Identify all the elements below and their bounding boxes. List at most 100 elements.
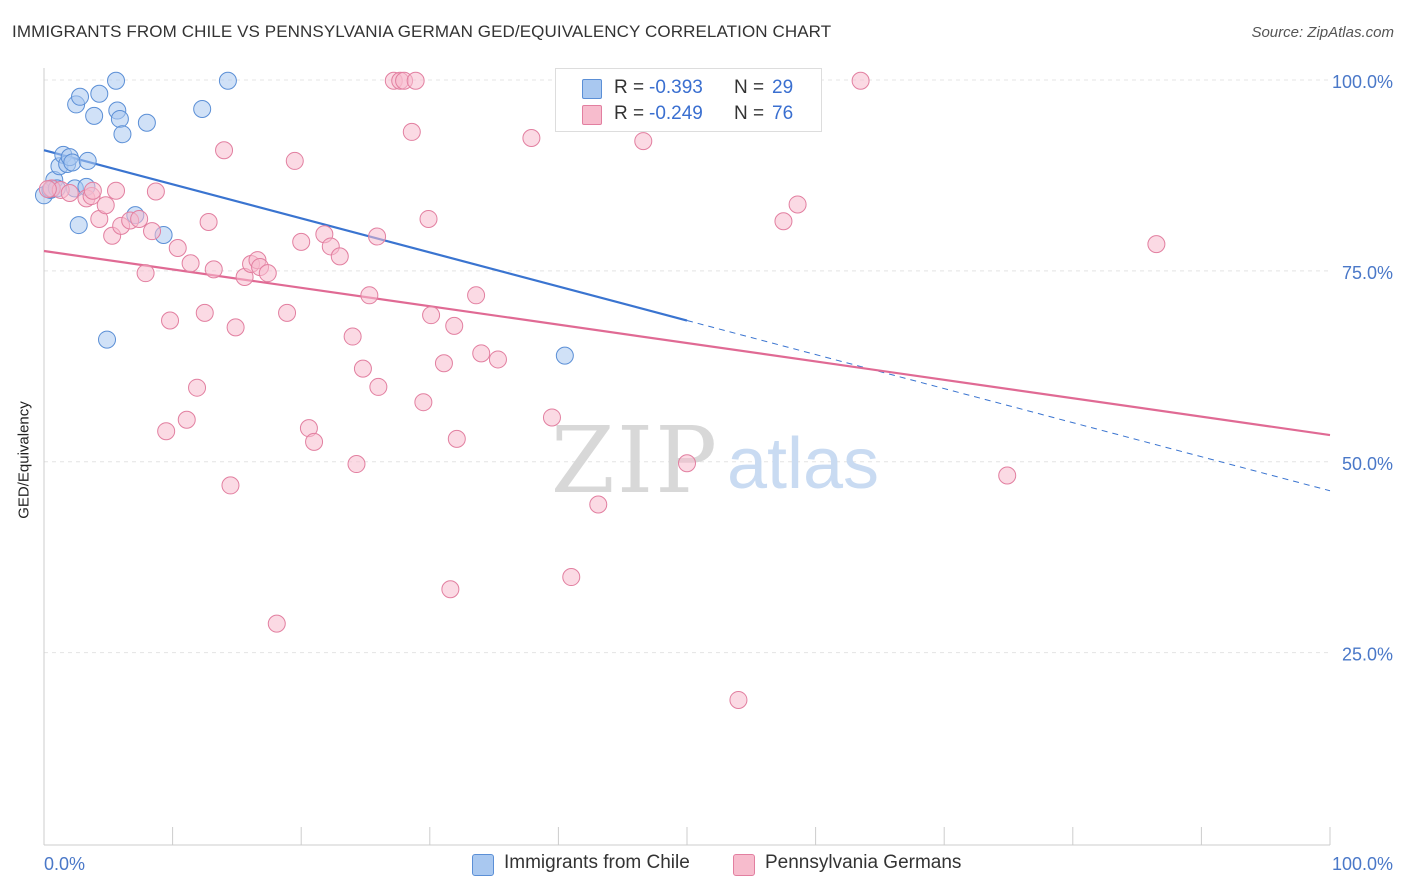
pennsylvania-point (292, 232, 311, 251)
x-tick-label-max: 100.0% (1332, 854, 1393, 874)
pennsylvania-point (267, 614, 286, 633)
y-tick-label-75: 75.0% (1342, 263, 1393, 283)
chile-point (69, 216, 88, 235)
pennsylvania-point (634, 132, 653, 151)
pennsylvania-point (851, 71, 870, 90)
legend-row-chile: R = -0.393 N = 29 (556, 75, 821, 101)
r-value-chile: -0.393 (649, 77, 703, 98)
chile-point (107, 71, 126, 90)
pennsylvania-point (60, 183, 79, 202)
r-value-pennsylvania: -0.249 (649, 103, 703, 124)
pennsylvania-point (130, 209, 149, 228)
n-label: N = (734, 103, 765, 124)
pennsylvania-point (369, 377, 388, 396)
chile-point (98, 330, 117, 349)
pennsylvania-point (488, 350, 507, 369)
pennsylvania-point (522, 129, 541, 148)
legend-label-pennsylvania: Pennsylvania Germans (765, 852, 962, 873)
pennsylvania-point (402, 122, 421, 141)
pennsylvania-point (562, 568, 581, 587)
chile-point (78, 151, 97, 170)
pennsylvania-point (278, 303, 297, 322)
pennsylvania-point (445, 316, 464, 335)
pennsylvania-point (221, 476, 240, 495)
pennsylvania-point (447, 429, 466, 448)
pennsylvania-point (136, 264, 155, 283)
chile-point (113, 125, 132, 144)
pennsylvania-point (330, 247, 349, 266)
pennsylvania-point (441, 580, 460, 599)
pennsylvania-point (353, 359, 372, 378)
chile-point (110, 109, 129, 128)
pennsylvania-point (589, 495, 608, 514)
pennsylvania-trend-line (43, 249, 1331, 437)
pennsylvania-point (434, 354, 453, 373)
n-label: N = (734, 77, 765, 98)
legend-row-pennsylvania: R = -0.249 N = 76 (556, 101, 821, 127)
legend-label-chile: Immigrants from Chile (504, 852, 690, 873)
y-tick-label-25: 25.0% (1342, 645, 1393, 665)
legend-swatch-chile (472, 854, 494, 876)
r-label: R = (614, 77, 645, 98)
pennsylvania-point (1147, 235, 1166, 254)
pennsylvania-point (258, 264, 277, 283)
pennsylvania-point (177, 410, 196, 429)
pennsylvania-point (360, 286, 379, 305)
pennsylvania-point (419, 209, 438, 228)
tick-labels: 25.0% 50.0% 75.0% 100.0% 0.0% 100.0% (44, 72, 1393, 874)
pennsylvania-point (204, 260, 223, 279)
n-value-pennsylvania: 76 (772, 103, 794, 124)
pennsylvania-point (188, 378, 207, 397)
pennsylvania-point (774, 212, 793, 231)
source-label: Source: ZipAtlas.com (1251, 24, 1394, 41)
chile-point (90, 84, 109, 103)
pennsylvania-point (107, 181, 126, 200)
pennsylvania-point (181, 254, 200, 273)
chile-point (137, 113, 156, 132)
watermark-atlas: atlas (727, 424, 879, 504)
legend-swatch-pennsylvania (582, 105, 602, 125)
pennsylvania-point (215, 141, 234, 160)
pennsylvania-point (414, 393, 433, 412)
grid-lines (44, 79, 1330, 654)
trend-lines (43, 149, 1331, 492)
pennsylvania-point (788, 195, 807, 214)
series-legend: Immigrants from Chile Pennsylvania Germa… (0, 852, 1406, 878)
chile-point (555, 346, 574, 365)
r-label: R = (614, 103, 645, 124)
pennsylvania-point (195, 303, 214, 322)
pennsylvania-point (347, 455, 366, 474)
pennsylvania-point (38, 180, 57, 199)
pennsylvania-point (168, 238, 187, 257)
y-tick-label-50: 50.0% (1342, 454, 1393, 474)
pennsylvania-point (199, 213, 218, 232)
pennsylvania-point (226, 318, 245, 337)
pennsylvania-point (83, 181, 102, 200)
pennsylvania-point (998, 466, 1017, 485)
pennsylvania-point (542, 408, 561, 427)
y-tick-label-100: 100.0% (1332, 72, 1393, 92)
chart-title: IMMIGRANTS FROM CHILE VS PENNSYLVANIA GE… (12, 22, 832, 41)
chile-point (63, 153, 82, 172)
pennsylvania-point (157, 422, 176, 441)
pennsylvania-point (368, 227, 387, 246)
chile-point (71, 87, 90, 106)
pennsylvania-point (472, 344, 491, 363)
pennsylvania-point (467, 286, 486, 305)
pennsylvania-point (161, 311, 180, 330)
n-value-chile: 29 (772, 77, 794, 98)
chile-point (85, 106, 104, 125)
data-points (35, 71, 1166, 709)
pennsylvania-point (678, 454, 696, 473)
pennsylvania-point (729, 690, 748, 709)
stats-legend: R = -0.393 N = 29 R = -0.249 N = 76 (555, 68, 822, 132)
pennsylvania-point (305, 432, 324, 451)
pennsylvania-point (285, 151, 304, 170)
legend-swatch-chile (582, 79, 602, 99)
pennsylvania-point (406, 71, 425, 90)
pennsylvania-point (343, 327, 362, 346)
pennsylvania-point (143, 222, 162, 241)
pennsylvania-point (146, 182, 165, 201)
x-tick-label-min: 0.0% (44, 854, 85, 874)
